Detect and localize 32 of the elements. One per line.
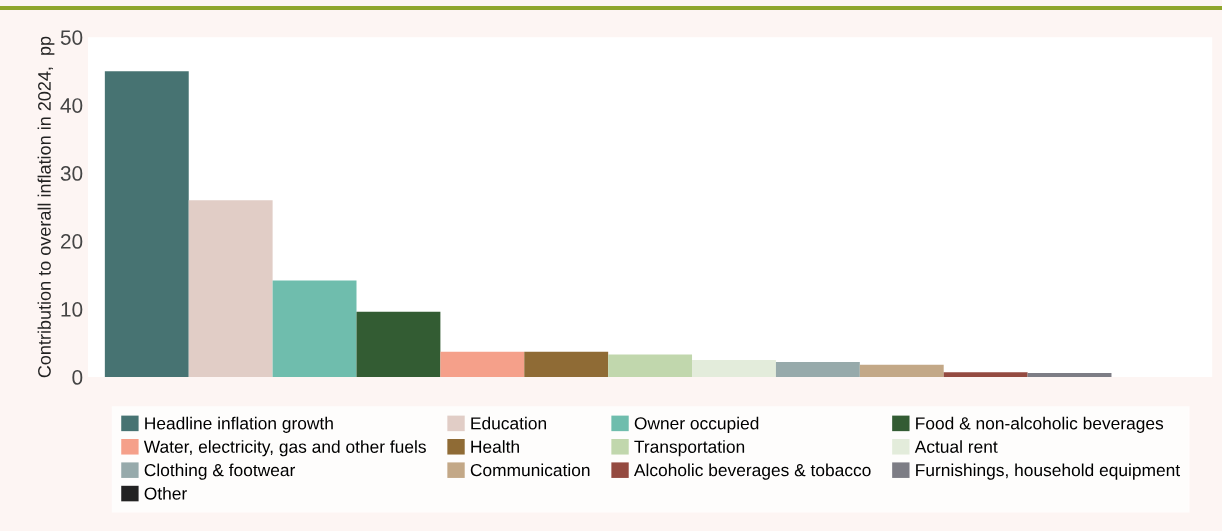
y-tick-label: 10 xyxy=(61,302,83,317)
y-tick-label: 30 xyxy=(60,166,83,181)
legend-label: Water, electricity, gas and other fuels xyxy=(143,440,426,457)
legend-label: Education xyxy=(471,416,547,430)
legend-label: Food & non-alcoholic beverages xyxy=(916,416,1164,433)
bar xyxy=(440,351,525,378)
bar xyxy=(272,280,357,378)
bar xyxy=(104,71,189,378)
legend-label: Alcoholic beverages & tobacco xyxy=(633,463,871,480)
bar xyxy=(692,360,776,378)
legend-label: Owner occupied xyxy=(634,416,759,433)
bar xyxy=(524,351,609,378)
bar xyxy=(775,362,860,378)
bar xyxy=(188,200,273,378)
bar xyxy=(943,372,1028,378)
legend-label: Communication xyxy=(470,463,590,477)
y-axis-title: Contribution to overall inflation in 2024, pp xyxy=(37,36,55,378)
bar xyxy=(608,354,693,378)
legend-label: Furnishings, household equipment xyxy=(916,463,1181,480)
y-tick-label: 20 xyxy=(61,234,83,249)
y-tick-label: 0 xyxy=(72,370,83,385)
bar xyxy=(356,311,441,378)
legend-label: Transportation xyxy=(634,440,745,457)
legend-label: Other xyxy=(144,486,187,500)
bar xyxy=(859,364,944,378)
legend-label: Health xyxy=(471,440,519,453)
legend-label: Actual rent xyxy=(914,440,998,453)
legend-label: Headline inflation growth xyxy=(145,416,333,433)
bar xyxy=(1027,372,1112,378)
y-tick-label: 50 xyxy=(60,30,83,45)
legend-label: Clothing & footwear xyxy=(144,463,296,480)
y-tick-label: 40 xyxy=(60,98,83,113)
